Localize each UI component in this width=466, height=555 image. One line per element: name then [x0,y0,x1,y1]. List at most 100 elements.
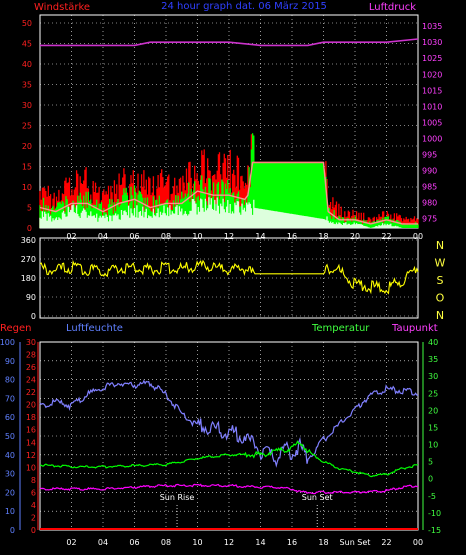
tick-label-temperature: 30 [428,372,438,381]
tick-label-wind: 25 [22,122,32,131]
compass-label: O [436,292,445,305]
tick-label-temperature: 0 [428,475,433,484]
axis-label-taupunkt: Taupunkt [391,323,438,334]
tick-label-hour: 06 [129,538,139,547]
tick-label-hour: 18 [318,538,328,547]
tick-label-hour: 14 [255,538,265,547]
tick-label-temperature: -10 [428,509,441,518]
tick-label-temperature: 35 [428,355,438,364]
tick-label-rain: 20 [26,401,36,410]
tick-label-rain: 22 [26,388,36,397]
tick-label-pressure: 1025 [422,54,442,63]
tick-label-wind: 10 [22,183,32,192]
tick-label-rain: 28 [26,351,36,360]
annotation-sun: Sun Rise [160,493,195,502]
tick-label-temperature: 40 [428,338,438,347]
chart-title: 24 hour graph dat. 06 März 2015 [161,1,327,12]
tick-label-hour: 00 [413,538,423,547]
tick-label-hour: 02 [66,232,76,241]
axis-label-luftfeuchte: Luftfeuchte [66,323,123,334]
tick-label-direction: 90 [26,293,36,302]
tick-label-rain: 6 [31,488,36,497]
tick-label-temperature: 10 [428,441,438,450]
tick-label-humidity: 20 [5,488,15,497]
tick-label-pressure: 990 [422,166,437,175]
series-line-temperature [40,440,419,478]
tick-label-hour: Sun Set [340,538,371,547]
tick-label-pressure: 1015 [422,86,442,95]
tick-label-humidity: 70 [5,394,15,403]
tick-label-rain: 18 [26,413,36,422]
tick-label-temperature: -5 [428,492,436,501]
tick-label-pressure: 1035 [422,22,442,31]
series-line-humidity [39,379,419,468]
compass-label: W [435,257,446,270]
tick-label-temperature: -15 [428,526,441,535]
tick-label-rain: 14 [26,438,36,447]
tick-label-humidity: 80 [5,376,15,385]
tick-label-hour: 12 [224,232,234,241]
tick-label-hour: 12 [224,538,234,547]
tick-label-humidity: 10 [5,507,15,516]
tick-label-hour: 16 [287,232,297,241]
tick-label-pressure: 980 [422,198,437,207]
series-line-wind-avg [39,161,418,225]
tick-label-hour: 22 [381,538,391,547]
tick-label-wind: 50 [22,19,32,28]
tick-label-rain: 2 [31,513,36,522]
tick-label-hour: 10 [192,232,202,241]
tick-label-direction: 360 [21,236,36,245]
tick-label-hour: 08 [161,538,171,547]
tick-label-wind: 20 [22,142,32,151]
tick-label-pressure: 1005 [422,118,442,127]
annotation-sun: Sun Set [302,493,333,502]
series-bars-wind_min [39,197,403,228]
tick-label-rain: 0 [31,526,36,535]
tick-label-humidity: 50 [5,432,15,441]
tick-label-humidity: 100 [0,338,15,347]
tick-label-hour: 00 [413,232,423,241]
tick-label-wind: 0 [27,224,32,233]
tick-label-hour: 14 [255,232,265,241]
tick-label-temperature: 5 [428,458,433,467]
tick-label-humidity: 0 [10,526,15,535]
tick-label-hour: 08 [161,232,171,241]
tick-label-temperature: 20 [428,406,438,415]
axis-label-regen: Regen [0,323,32,334]
tick-label-hour: 02 [66,538,76,547]
tick-label-humidity: 60 [5,413,15,422]
tick-label-hour: 16 [287,538,297,547]
tick-label-hour: 22 [381,232,391,241]
compass-label: S [437,274,444,287]
tick-label-rain: 16 [26,426,36,435]
tick-label-wind: 40 [22,60,32,69]
tick-label-pressure: 975 [422,214,437,223]
tick-label-wind: 45 [22,40,32,49]
tick-label-rain: 24 [26,376,36,385]
tick-label-direction: 270 [21,255,36,264]
tick-label-hour: 04 [98,538,108,547]
series-line-dewpoint [39,483,419,495]
axis-label-windstaerke: Windstärke [34,2,90,13]
tick-label-pressure: 1010 [422,102,442,111]
tick-label-rain: 26 [26,363,36,372]
tick-label-wind: 30 [22,101,32,110]
tick-label-direction: 180 [21,274,36,283]
tick-label-wind: 15 [22,163,32,172]
tick-label-hour: 18 [318,232,328,241]
tick-label-rain: 10 [26,463,36,472]
tick-label-pressure: 1030 [422,38,442,47]
tick-label-temperature: 25 [428,389,438,398]
axis-label-temperatur: Temperatur [311,323,370,334]
compass-label: N [436,309,444,322]
tick-label-hour: 20 [350,232,360,241]
tick-label-hour: 06 [129,232,139,241]
tick-label-humidity: 40 [5,451,15,460]
tick-label-rain: 4 [31,501,36,510]
tick-label-hour: 10 [192,538,202,547]
tick-label-rain: 30 [26,338,36,347]
tick-label-temperature: 15 [428,423,438,432]
tick-label-direction: 0 [31,312,36,321]
tick-label-pressure: 995 [422,150,437,159]
